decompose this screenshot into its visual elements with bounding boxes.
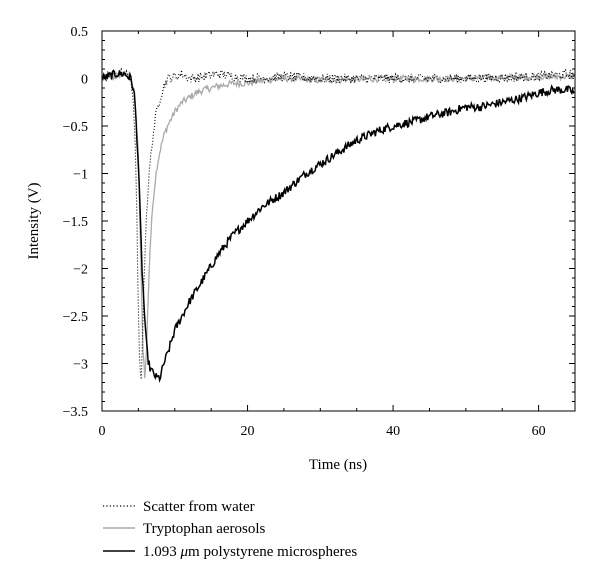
series-scatter-water <box>102 67 575 380</box>
y-axis-label: Intensity (V) <box>26 182 42 259</box>
y-tick-label: −2.5 <box>63 310 88 325</box>
series-layer <box>102 67 575 384</box>
x-tick-label: 0 <box>99 424 106 439</box>
x-axis-ticks <box>101 31 576 411</box>
y-tick-label: −3 <box>73 358 88 373</box>
x-axis-label: Time (ns) <box>309 457 367 473</box>
y-tick-label: −3.5 <box>63 405 88 420</box>
legend-label-polystyrene-prefix: 1.093 <box>143 544 181 560</box>
plot-frame <box>101 30 576 412</box>
y-tick-label: 0.5 <box>71 25 89 40</box>
y-tick-label: 0 <box>81 73 88 88</box>
legend-label-polystyrene-suffix: m polystyrene microspheres <box>188 544 357 560</box>
x-tick-label: 20 <box>241 424 255 439</box>
legend-label-polystyrene: 1.093 μm polystyrene microspheres <box>143 544 357 560</box>
x-tick-label: 40 <box>386 424 400 439</box>
series-tryptophan <box>102 70 575 379</box>
legend: Scatter from water Tryptophan aerosols 1… <box>103 499 357 560</box>
legend-label-tryptophan: Tryptophan aerosols <box>143 521 266 537</box>
y-tick-label: −0.5 <box>63 120 88 135</box>
series-polystyrene <box>102 69 575 384</box>
y-tick-label: −2 <box>73 263 88 278</box>
x-tick-label: 60 <box>532 424 546 439</box>
legend-label-scatter-water: Scatter from water <box>143 499 255 515</box>
x-axis-tick-labels: 0 20 40 60 <box>99 424 546 439</box>
legend-label-polystyrene-mu: μ <box>180 544 189 560</box>
y-tick-label: −1.5 <box>63 215 88 230</box>
y-axis-ticks <box>102 30 575 412</box>
y-tick-label: −1 <box>73 168 88 183</box>
y-axis-tick-labels: 0.5 0 −0.5 −1 −1.5 −2 −2.5 −3 −3.5 <box>63 25 88 420</box>
